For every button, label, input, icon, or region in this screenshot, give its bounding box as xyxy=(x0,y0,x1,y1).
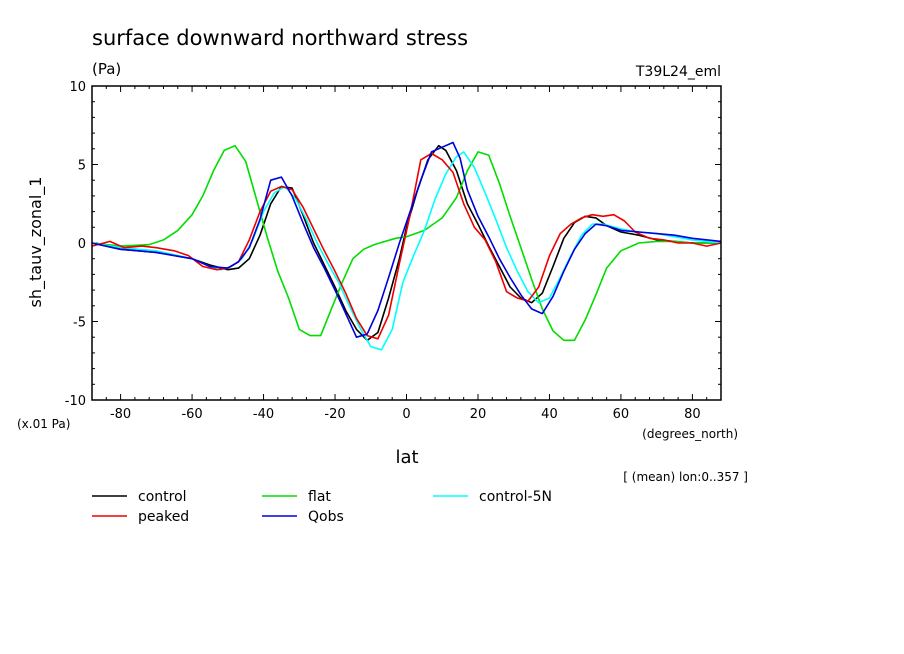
x-tick-label: 40 xyxy=(541,407,558,422)
mean-note: [ (mean) lon:0..357 ] xyxy=(623,470,748,484)
legend-label-control-5n: control-5N xyxy=(479,489,552,505)
y-tick-label: 5 xyxy=(78,159,86,174)
y-tick-label: -5 xyxy=(73,316,86,331)
x-tick-label: 80 xyxy=(684,407,701,422)
plot-frame xyxy=(91,85,722,401)
series-line-peaked xyxy=(91,152,722,340)
y-axis-label: sh_tauv_zonal_1 xyxy=(26,177,46,308)
x-tick-label: -40 xyxy=(253,407,274,422)
units-label: (Pa) xyxy=(92,60,121,78)
legend-label-flat: flat xyxy=(308,489,331,505)
legend-label-control: control xyxy=(138,489,187,505)
experiment-label: T39L24_eml xyxy=(635,64,721,80)
series-line-control xyxy=(91,144,721,342)
y-tick-label: 10 xyxy=(69,80,86,95)
legend-label-peaked: peaked xyxy=(138,509,189,525)
y-tick-label: 0 xyxy=(78,237,86,252)
series-lines xyxy=(91,141,722,351)
series-line-flat xyxy=(91,144,721,342)
y-tick-label: -10 xyxy=(65,394,86,409)
x-tick-label: 60 xyxy=(613,407,630,422)
x-axis-label: lat xyxy=(395,447,418,468)
x-tick-label: -60 xyxy=(181,407,202,422)
legend-label-qobs: Qobs xyxy=(308,509,344,525)
chart-title: surface downward northward stress xyxy=(92,26,468,50)
x-tick-label: -80 xyxy=(110,407,131,422)
axis-ticks: -80 -60 -40 -20 0 20 40 60 80 -10 -5 0 5 10 xyxy=(65,80,722,422)
series-line-qobs xyxy=(91,141,722,339)
x-tick-label: 20 xyxy=(470,407,487,422)
legend: control peaked flat Qobs control-5N xyxy=(92,489,552,525)
scale-note: (x.01 Pa) xyxy=(17,417,70,431)
x-units-label: (degrees_north) xyxy=(642,427,738,441)
x-tick-label: -20 xyxy=(324,407,345,422)
x-tick-label: 0 xyxy=(402,407,410,422)
series-line-control-5n xyxy=(91,151,722,351)
